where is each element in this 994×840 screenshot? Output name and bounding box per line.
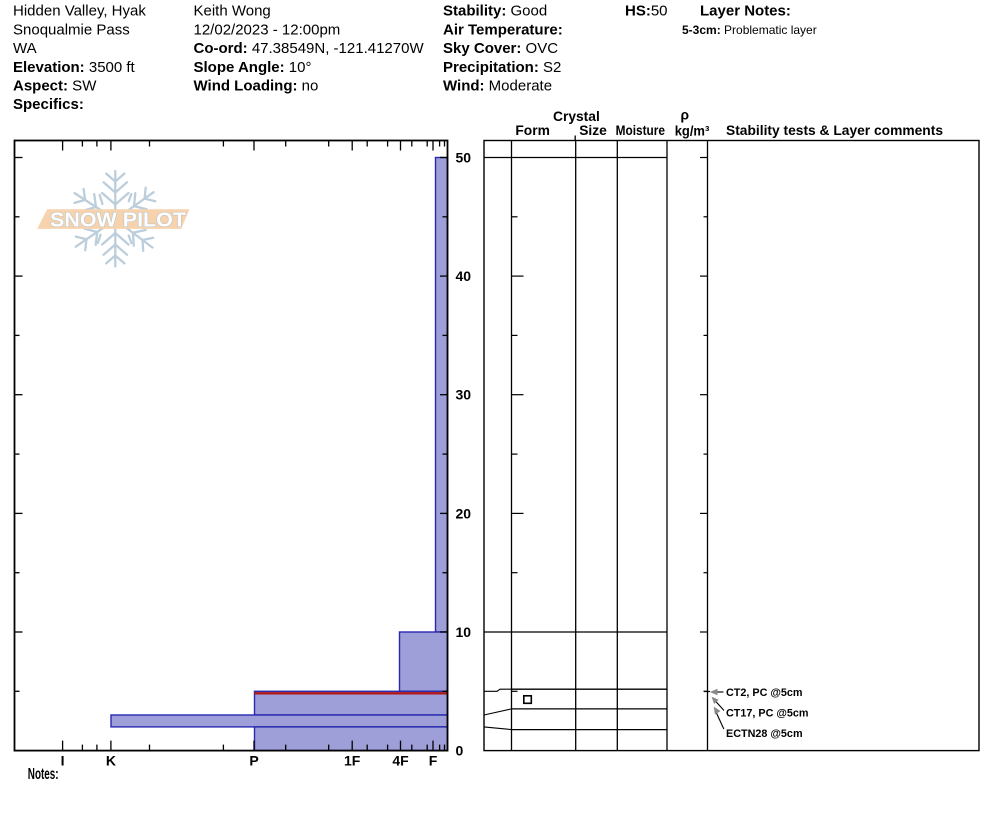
svg-text:50: 50 <box>456 150 472 166</box>
svg-text:Stability tests & Layer commen: Stability tests & Layer comments <box>726 123 943 138</box>
svg-text:P: P <box>249 753 258 769</box>
svg-text:ρ: ρ <box>681 108 690 123</box>
svg-text:kg/m³: kg/m³ <box>675 124 710 139</box>
svg-text:K: K <box>106 753 116 769</box>
svg-text:Keith Wong: Keith Wong <box>194 3 271 20</box>
svg-text:Aspect: SW: Aspect: SW <box>13 78 97 95</box>
svg-text:Elevation: 3500 ft: Elevation: 3500 ft <box>13 59 136 76</box>
svg-text:Form: Form <box>515 123 550 138</box>
svg-text:Layer Notes:: Layer Notes: <box>700 3 791 20</box>
svg-text:Stability: Good: Stability: Good <box>443 3 547 20</box>
svg-text:WA: WA <box>13 40 37 57</box>
svg-text:Co-ord: 47.38549N, -121.41270W: Co-ord: 47.38549N, -121.41270W <box>194 40 425 57</box>
svg-text:Size: Size <box>579 123 607 138</box>
svg-text:Moisture: Moisture <box>616 123 666 138</box>
svg-text:Specifics:: Specifics: <box>13 96 84 113</box>
svg-text:4F: 4F <box>392 753 409 769</box>
svg-text:12/02/2023 - 12:00pm: 12/02/2023 - 12:00pm <box>194 21 341 38</box>
svg-text:CT2, PC @5cm: CT2, PC @5cm <box>726 687 803 699</box>
svg-text:Wind Loading: no: Wind Loading: no <box>194 78 319 95</box>
svg-text:Snoqualmie Pass: Snoqualmie Pass <box>13 21 130 38</box>
svg-text:Notes:: Notes: <box>28 766 59 783</box>
svg-text:Precipitation: S2: Precipitation: S2 <box>443 59 561 76</box>
svg-text:Crystal: Crystal <box>553 109 600 124</box>
svg-text:40: 40 <box>456 268 472 284</box>
svg-text:ECTN28 @5cm: ECTN28 @5cm <box>726 728 803 740</box>
svg-text:I: I <box>61 753 65 769</box>
svg-text:1F: 1F <box>344 753 361 769</box>
svg-text:5-3cm: Problematic layer: 5-3cm: Problematic layer <box>682 23 817 37</box>
svg-text:10: 10 <box>456 624 472 640</box>
svg-text:20: 20 <box>456 505 472 521</box>
svg-text:Sky Cover: OVC: Sky Cover: OVC <box>443 40 558 57</box>
svg-text:Air Temperature:: Air Temperature: <box>443 21 563 38</box>
svg-text:Hidden Valley, Hyak: Hidden Valley, Hyak <box>13 3 146 20</box>
svg-text:30: 30 <box>456 387 472 403</box>
svg-text:SNOW PILOT: SNOW PILOT <box>50 209 186 231</box>
svg-text:Slope Angle: 10°: Slope Angle: 10° <box>194 59 312 76</box>
svg-text:HS:50: HS:50 <box>625 3 668 20</box>
svg-text:Wind: Moderate: Wind: Moderate <box>443 78 552 95</box>
svg-text:F: F <box>429 753 438 769</box>
svg-text:CT17, PC @5cm: CT17, PC @5cm <box>726 707 809 719</box>
svg-text:0: 0 <box>456 743 464 759</box>
